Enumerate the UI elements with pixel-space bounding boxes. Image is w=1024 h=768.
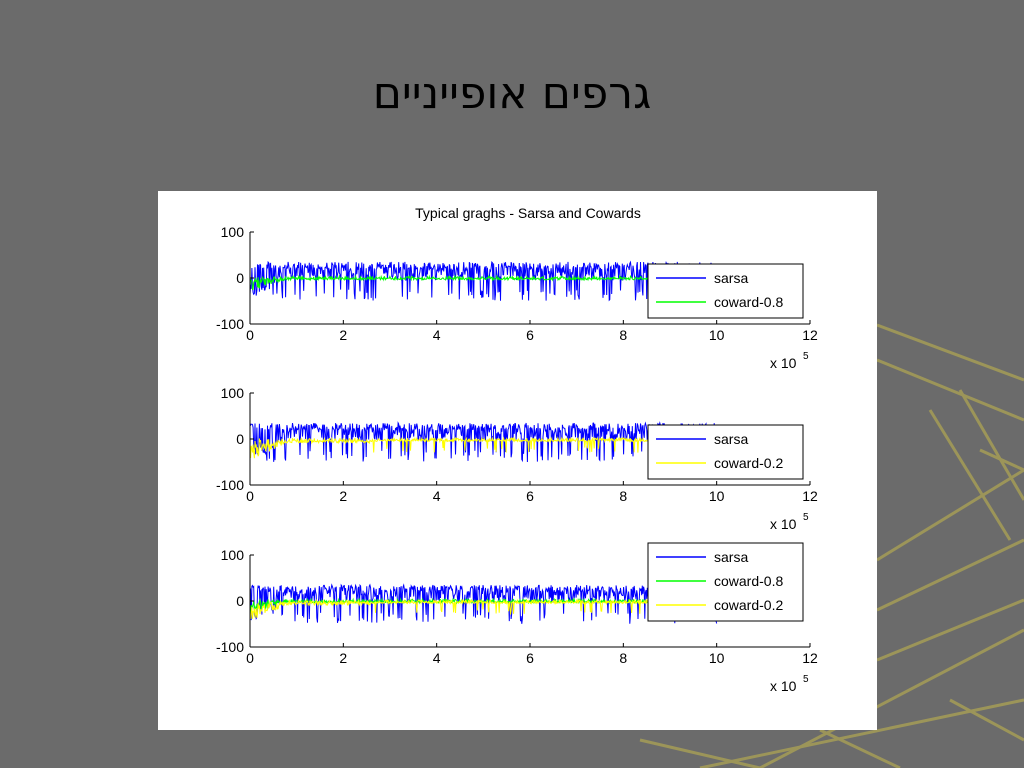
x-tick-label: 8 [619,488,627,504]
series-sarsa [249,421,718,463]
x-tick-label: 4 [433,650,441,666]
x-tick-label: 10 [709,488,725,504]
legend-label-coward-0.2: coward-0.2 [714,455,783,471]
x-tick-label: 2 [339,327,347,343]
x-tick-label: 0 [246,650,254,666]
y-tick-label: 100 [221,547,245,563]
x-tick-label: 10 [709,650,725,666]
x-tick-label: 12 [802,650,818,666]
x-tick-label: 8 [619,327,627,343]
legend-label-coward-0.8: coward-0.8 [714,573,783,589]
x-tick-label: 6 [526,650,534,666]
legend-label-coward-0.2: coward-0.2 [714,597,783,613]
x-multiplier-label: x 10 [770,516,797,532]
series-line-sarsa [249,260,718,302]
series-coward-0.2 [249,598,657,619]
x-tick-label: 0 [246,488,254,504]
series-coward-0.2 [249,436,656,459]
x-tick-label: 4 [433,327,441,343]
legend-label-sarsa: sarsa [714,431,748,447]
series-line-coward-0.8 [249,274,717,291]
legend-box [647,542,804,622]
legend-label-coward-0.8: coward-0.8 [714,294,783,310]
series-line-sarsa [249,421,718,463]
legend-label-sarsa: sarsa [714,549,748,565]
series-line-coward-0.2 [249,598,657,619]
x-tick-label: 10 [709,327,725,343]
slide-title: גרפים אופייניים [372,68,652,119]
x-tick-label: 2 [339,488,347,504]
y-tick-label: -100 [216,477,244,493]
x-multiplier-exponent: 5 [803,674,809,685]
y-tick-label: 100 [221,224,245,240]
y-tick-label: 100 [221,385,245,401]
series-sarsa [249,260,718,302]
x-tick-label: 4 [433,488,441,504]
series-coward-0.8 [249,274,717,291]
x-multiplier-exponent: 5 [803,351,809,362]
legend: sarsa coward-0.8 [647,263,804,319]
legend: sarsa coward-0.2 [647,424,804,480]
y-tick-label: 0 [236,593,244,609]
x-tick-label: 2 [339,650,347,666]
y-tick-label: -100 [216,316,244,332]
x-tick-label: 8 [619,650,627,666]
chart-figure: Typical graghs - Sarsa and Cowards 0 2 4 6 8… [158,191,877,730]
chart-svg: Typical graghs - Sarsa and Cowards 0 2 4 6 8… [216,205,818,694]
chart-title: Typical graghs - Sarsa and Cowards [415,205,641,221]
x-multiplier-exponent: 5 [803,512,809,523]
legend-box [647,263,804,319]
x-multiplier-label: x 10 [770,678,797,694]
x-tick-label: 12 [802,488,818,504]
y-tick-label: 0 [236,431,244,447]
x-multiplier-label: x 10 [770,355,797,371]
legend-label-sarsa: sarsa [714,270,748,286]
legend-box [647,424,804,480]
x-tick-label: 12 [802,327,818,343]
series-line-coward-0.2 [249,436,656,459]
y-tick-label: 0 [236,270,244,286]
x-tick-label: 0 [246,327,254,343]
y-tick-label: -100 [216,639,244,655]
x-tick-label: 6 [526,488,534,504]
x-tick-label: 6 [526,327,534,343]
legend: sarsa coward-0.8 coward-0.2 [647,542,804,622]
